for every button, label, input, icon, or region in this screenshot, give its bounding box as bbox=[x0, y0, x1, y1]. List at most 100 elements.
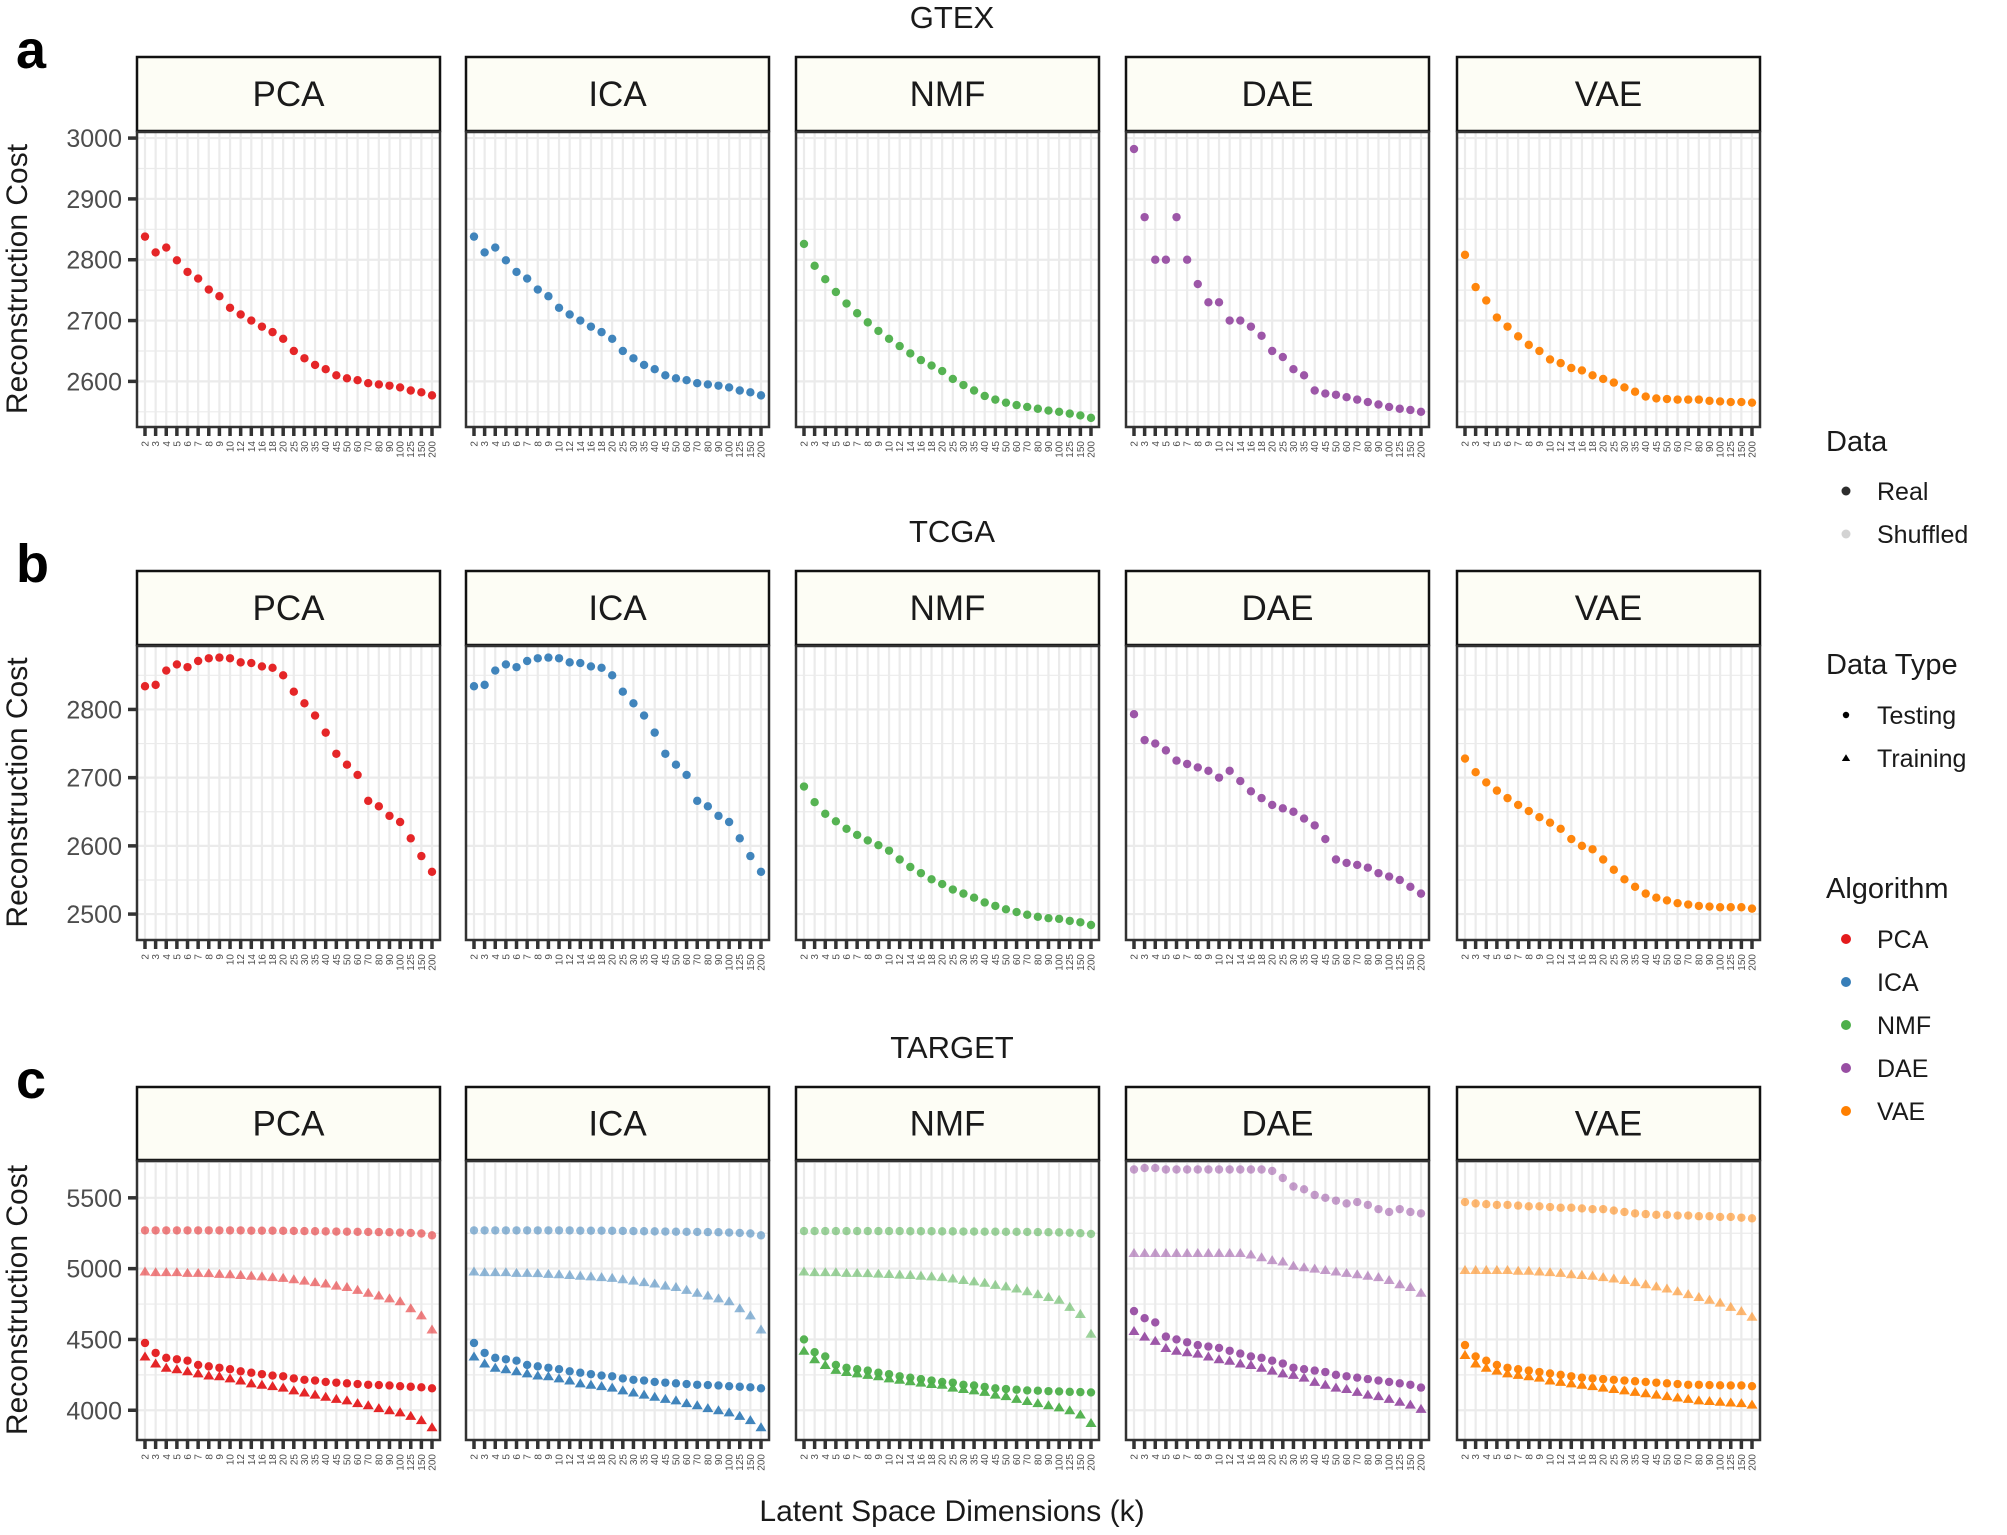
point-shuffled-training bbox=[1042, 1291, 1054, 1301]
point-real-testing bbox=[353, 1379, 362, 1389]
x-tick-label: 3 bbox=[151, 441, 162, 447]
point-shuffled-testing bbox=[395, 1228, 405, 1237]
x-tick-label: 30 bbox=[959, 1454, 970, 1466]
x-tick-label: 16 bbox=[586, 441, 597, 453]
x-tick-label: 45 bbox=[991, 954, 1002, 966]
x-tick-label: 5 bbox=[1492, 1454, 1503, 1460]
point-shuffled-training bbox=[947, 1273, 959, 1283]
point-real-training bbox=[606, 1382, 618, 1392]
point-real-training bbox=[1576, 1379, 1588, 1389]
x-tick-label: 18 bbox=[1588, 954, 1599, 966]
x-tick-label: 18 bbox=[1588, 1454, 1599, 1466]
x-tick-label: 100 bbox=[1385, 1454, 1396, 1471]
point-real-training bbox=[702, 1403, 714, 1413]
point-real-testing bbox=[586, 1369, 596, 1379]
point-real-testing bbox=[1609, 378, 1619, 387]
point-real-testing bbox=[1482, 1356, 1491, 1365]
point-shuffled-training bbox=[277, 1272, 289, 1282]
x-tick-label: 6 bbox=[512, 954, 523, 960]
point-shuffled-training bbox=[288, 1274, 300, 1284]
point-real-testing bbox=[1588, 845, 1597, 854]
x-tick-label: 30 bbox=[1620, 441, 1631, 453]
point-shuffled-training bbox=[1512, 1265, 1524, 1275]
point-real-training bbox=[1064, 1405, 1076, 1415]
point-real-testing bbox=[1267, 1356, 1277, 1365]
point-real-testing bbox=[1236, 776, 1245, 786]
point-real-testing bbox=[1140, 1314, 1149, 1323]
x-tick-label: 16 bbox=[1577, 1454, 1588, 1466]
point-real-testing bbox=[1556, 824, 1565, 834]
x-tick-label: 60 bbox=[353, 954, 364, 966]
point-real-testing bbox=[639, 360, 649, 370]
x-tick-label: 3 bbox=[151, 954, 162, 960]
point-shuffled-testing bbox=[980, 1227, 989, 1236]
legend-label-nmf: NMF bbox=[1877, 1012, 1931, 1040]
x-tick-label: 45 bbox=[332, 954, 343, 966]
point-real-training bbox=[182, 1366, 194, 1376]
x-tick-label: 50 bbox=[671, 954, 682, 966]
x-tick-label: 35 bbox=[1300, 954, 1311, 966]
x-tick-label: 8 bbox=[863, 1454, 874, 1460]
x-tick-label: 5 bbox=[172, 954, 183, 960]
point-shuffled-training bbox=[1661, 1283, 1673, 1293]
point-shuffled-training bbox=[362, 1287, 374, 1297]
point-real-training bbox=[830, 1364, 842, 1374]
legend-title-data-type: Data Type bbox=[1826, 649, 1958, 681]
point-shuffled-testing bbox=[607, 1226, 617, 1236]
x-tick-label: 7 bbox=[1183, 954, 1194, 960]
point-real-testing bbox=[1641, 392, 1650, 401]
point-shuffled-training bbox=[830, 1267, 842, 1277]
x-tick-label: 35 bbox=[1631, 954, 1642, 966]
point-shuffled-testing bbox=[959, 1227, 968, 1236]
x-tick-label: 90 bbox=[1044, 1454, 1055, 1466]
point-shuffled-testing bbox=[884, 1226, 894, 1236]
x-tick-label: 10 bbox=[555, 954, 566, 966]
row-title: TARGET bbox=[890, 1030, 1013, 1065]
x-tick-label: 40 bbox=[321, 954, 332, 966]
point-real-testing bbox=[607, 671, 617, 680]
legend-label-pca: PCA bbox=[1877, 926, 1929, 954]
point-shuffled-testing bbox=[1598, 1204, 1608, 1214]
point-real-testing bbox=[799, 1335, 809, 1344]
point-real-testing bbox=[576, 658, 585, 668]
point-real-testing bbox=[353, 770, 362, 780]
point-real-testing bbox=[799, 782, 809, 791]
point-real-training bbox=[341, 1395, 353, 1405]
x-tick-label: 100 bbox=[396, 954, 407, 971]
x-tick-label: 40 bbox=[321, 441, 332, 453]
x-tick-label: 12 bbox=[236, 441, 247, 453]
point-shuffled-testing bbox=[1012, 1227, 1021, 1237]
point-real-testing bbox=[300, 354, 309, 363]
point-real-testing bbox=[1588, 371, 1597, 380]
point-shuffled-training bbox=[500, 1267, 512, 1277]
point-shuffled-training bbox=[957, 1274, 969, 1284]
point-real-testing bbox=[374, 1380, 384, 1390]
point-real-training bbox=[617, 1385, 629, 1395]
x-tick-label: 200 bbox=[1417, 1454, 1428, 1471]
point-real-training bbox=[256, 1379, 268, 1389]
point-real-testing bbox=[1747, 398, 1757, 407]
point-real-testing bbox=[703, 1380, 713, 1390]
point-real-training bbox=[235, 1375, 247, 1385]
point-real-testing bbox=[1140, 212, 1149, 222]
point-shuffled-testing bbox=[1267, 1166, 1277, 1176]
point-real-testing bbox=[236, 1367, 245, 1376]
point-shuffled-training bbox=[1682, 1289, 1694, 1299]
point-real-training bbox=[267, 1381, 279, 1391]
point-real-testing bbox=[140, 1338, 150, 1348]
point-real-testing bbox=[332, 749, 341, 758]
point-real-testing bbox=[906, 349, 915, 358]
x-tick-label: 30 bbox=[1620, 1454, 1631, 1466]
point-real-training bbox=[139, 1351, 151, 1361]
x-tick-label: 125 bbox=[1726, 954, 1737, 971]
point-shuffled-training bbox=[1502, 1265, 1514, 1275]
y-tick-label: 4500 bbox=[66, 1326, 122, 1354]
point-shuffled-testing bbox=[300, 1226, 309, 1236]
point-shuffled-training bbox=[1703, 1294, 1715, 1304]
point-real-testing bbox=[342, 374, 352, 383]
point-shuffled-testing bbox=[1140, 1163, 1149, 1173]
point-real-testing bbox=[1715, 397, 1725, 406]
point-real-testing bbox=[959, 889, 968, 898]
point-real-testing bbox=[639, 711, 649, 720]
x-tick-label: 60 bbox=[682, 441, 693, 453]
